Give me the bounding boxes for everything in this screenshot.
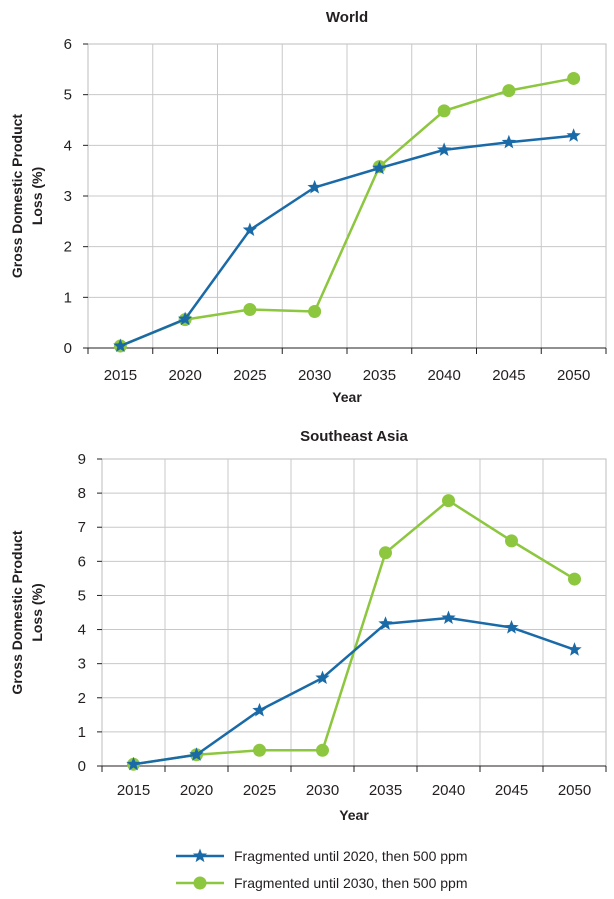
y-tick-label: 1 [64,289,72,306]
legend-label-1: Fragmented until 2020, then 500 ppm [234,848,468,864]
data-point-circle [253,743,266,757]
y-tick-label: 6 [78,553,86,570]
data-point-star [252,702,267,717]
data-point-circle [316,743,329,757]
y-tick-label: 0 [78,758,86,775]
series-line-1 [133,616,575,766]
x-tick-label: 2015 [104,367,137,384]
data-point-circle [567,71,581,85]
chart-1: 0 1 2 3 4 5 6 2015 2020 2025 2030 2035 2040 2045 2050 W… [9,9,607,405]
x-tick-label: 2020 [180,782,213,799]
data-point-star [378,616,393,630]
y-tick-label: 5 [78,587,86,604]
y-axis-label-line2: Loss (%) [29,167,45,225]
y-tick-label: 5 [64,87,72,104]
x-tick-label: 2045 [495,782,528,799]
x-tick-label: 2025 [233,367,266,384]
y-tick-label: 7 [78,519,86,536]
x-axis-label: Year [339,807,369,823]
y-tick-label: 6 [64,36,72,53]
data-point-circle [308,305,322,319]
y-tick-label: 2 [78,690,86,707]
series-line-1 [119,134,574,348]
series-line-2 [119,77,574,348]
x-tick-label: 2040 [427,367,460,384]
x-tick-label: 2035 [369,782,402,799]
data-point-star [501,134,517,149]
data-point-star [189,747,204,761]
data-point-circle [442,494,455,508]
x-tick-label: 2020 [168,367,201,384]
x-tick-label: 2050 [558,782,591,799]
x-tick-label: 2035 [363,367,396,384]
data-point-star [504,620,519,634]
chart-title: World [326,9,368,26]
data-point-circle [568,572,581,586]
data-point-star [307,179,322,194]
data-point-circle [437,104,451,118]
data-point-star [113,338,128,353]
x-tick-label: 2045 [492,367,525,384]
x-tick-label: 2015 [117,782,150,799]
data-point-star [567,642,582,656]
chart-2: 0 1 2 3 4 5 6 7 8 9 2015 2020 2025 2030 2035 2040 2045 20… [9,428,607,823]
legend-marker-circle [193,876,207,890]
legend-marker-star [192,848,208,863]
data-point-star [441,610,456,625]
y-tick-label: 4 [78,622,86,639]
x-axis-label: Year [332,389,362,405]
data-point-circle [505,534,518,548]
y-axis-label-line1: Gross Domestic Product [9,530,25,694]
x-tick-label: 2050 [557,367,590,384]
y-tick-label: 0 [64,340,72,357]
x-tick-label: 2025 [243,782,276,799]
y-tick-label: 3 [64,188,72,205]
y-tick-label: 1 [78,724,86,741]
x-tick-label: 2040 [432,782,465,799]
data-point-star [566,128,581,142]
y-tick-label: 9 [78,451,86,468]
legend-label-2: Fragmented until 2030, then 500 ppm [234,875,468,891]
data-point-star [242,222,258,237]
data-point-star [372,160,387,175]
y-axis-label-line2: Loss (%) [29,583,45,641]
y-tick-label: 4 [64,137,72,154]
data-point-star [315,670,330,685]
data-point-star [436,142,452,156]
data-point-circle [502,84,516,98]
y-axis-label-line1: Gross Domestic Product [9,114,25,278]
data-point-circle [379,546,392,560]
data-point-circle [243,302,257,316]
y-tick-label: 3 [78,656,86,673]
legend: Fragmented until 2020, then 500 ppm Fragm… [176,848,468,891]
chart-title: Southeast Asia [300,428,408,445]
data-point-star [177,311,193,326]
data-point-star [126,756,141,771]
y-tick-label: 8 [78,485,86,502]
y-tick-label: 2 [64,239,72,256]
x-tick-label: 2030 [306,782,339,799]
x-tick-label: 2030 [298,367,331,384]
